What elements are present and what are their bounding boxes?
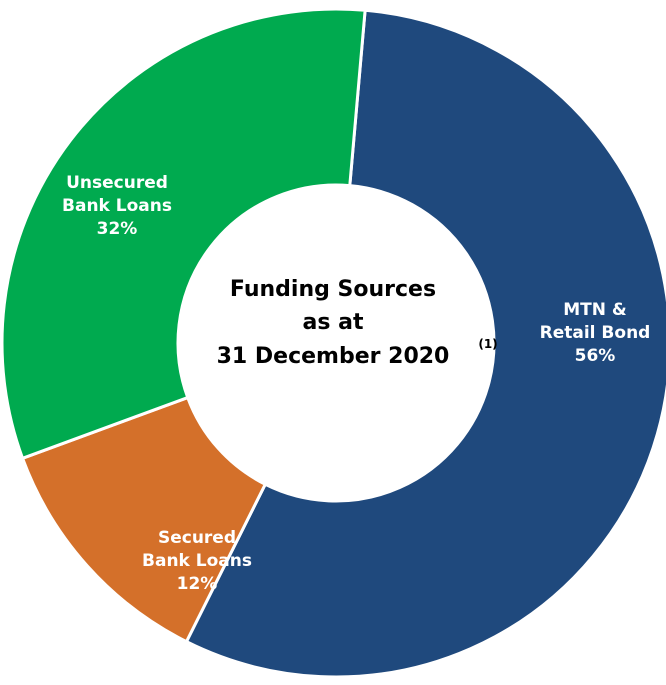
chart-title-line-3: 31 December 2020 [217,344,450,369]
slice-label-2-line-1: Bank Loans [62,196,172,216]
center-title-group: Funding Sources as at 31 December 2020 (… [217,277,498,369]
donut-slice-2 [0,7,367,461]
slice-label-2-line-0: Unsecured [66,173,168,193]
slice-label-0-line-1: Retail Bond [540,323,651,343]
slice-label-0-line-0: MTN & [563,300,627,320]
chart-title-line-1: Funding Sources [230,277,436,302]
slice-label-2-line-2: 32% [97,219,138,239]
donut-slice-0 [184,8,666,679]
slice-label-0-line-2: 56% [575,346,616,366]
chart-title-footnote: (1) [478,337,497,351]
slice-label-1-line-1: Bank Loans [142,551,252,571]
slices-layer [0,7,666,679]
slice-labels-layer: MTN & Retail Bond 56% Secured Bank Loans 12% U… [62,173,650,594]
chart-title-line-2: as at [303,310,364,335]
slice-label-1-line-2: 12% [177,574,218,594]
slice-label-1-line-0: Secured [158,528,236,548]
donut-slice-1 [20,395,268,644]
